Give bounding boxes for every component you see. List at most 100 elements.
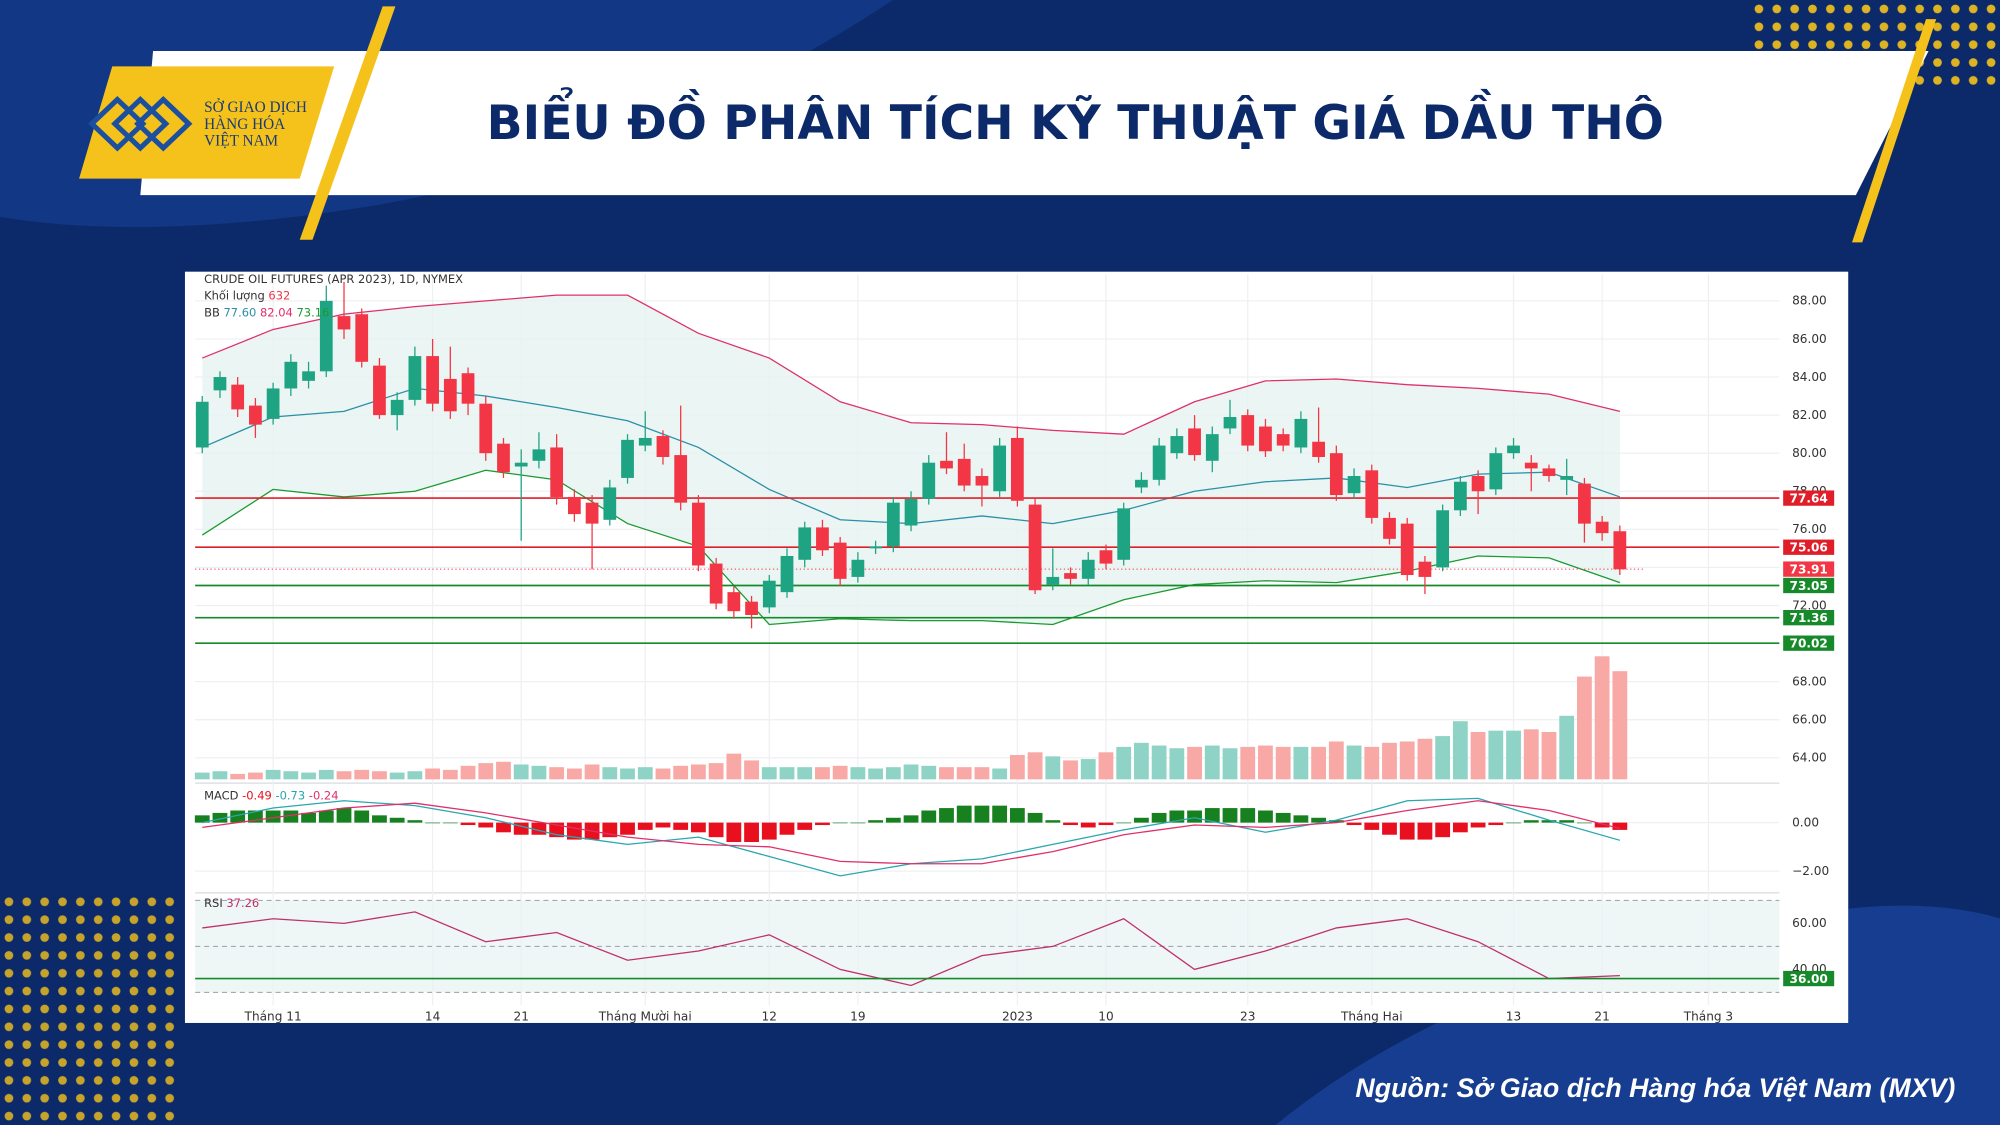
volume-bar bbox=[1240, 746, 1256, 780]
volume-bar bbox=[265, 769, 281, 780]
macd-bar bbox=[673, 822, 689, 830]
macd-bar bbox=[1151, 812, 1167, 823]
volume-bar bbox=[974, 767, 990, 780]
signal-line bbox=[202, 800, 1621, 865]
logo-box bbox=[79, 66, 335, 179]
level-marker bbox=[1783, 539, 1835, 555]
y-tick-label: 88.00 bbox=[1792, 294, 1827, 308]
candle-body bbox=[780, 555, 794, 593]
candle-body bbox=[816, 527, 829, 551]
x-tick-label: 12 bbox=[762, 1009, 777, 1023]
macd-bar bbox=[265, 810, 281, 823]
x-tick-label: Tháng 3 bbox=[1683, 1009, 1733, 1023]
legend-label: BB bbox=[204, 305, 220, 319]
macd-bar bbox=[1435, 822, 1451, 838]
legend-label: RSI bbox=[204, 896, 223, 910]
candle-body bbox=[426, 356, 439, 404]
macd-bar bbox=[1488, 822, 1504, 826]
volume-bar bbox=[620, 768, 635, 780]
candle-body bbox=[1507, 445, 1520, 454]
y-tick-label: 86.00 bbox=[1792, 332, 1827, 346]
volume-bar bbox=[1470, 732, 1486, 780]
candle-body bbox=[1418, 561, 1432, 577]
logo-icon bbox=[88, 95, 193, 152]
macd-bar bbox=[1399, 822, 1415, 840]
legend-value: 82.04 bbox=[260, 305, 293, 319]
y-tick-label: 76.00 bbox=[1792, 522, 1827, 536]
legend-value: -0.24 bbox=[309, 789, 339, 803]
volume-bar bbox=[1594, 656, 1610, 780]
volume-bar bbox=[602, 767, 618, 780]
candle-body bbox=[1117, 508, 1131, 560]
macd-bar bbox=[1098, 822, 1114, 826]
volume-bar bbox=[761, 767, 777, 780]
candle-body bbox=[1152, 445, 1166, 480]
x-tick-label: Tháng 11 bbox=[244, 1009, 302, 1023]
candle-body bbox=[656, 436, 670, 457]
volume-bar bbox=[921, 765, 937, 780]
volume-bar bbox=[1417, 738, 1433, 780]
volume-bar bbox=[212, 771, 228, 780]
stripe bbox=[299, 6, 396, 240]
candle-body bbox=[1453, 481, 1467, 511]
volume-bar bbox=[1275, 746, 1291, 780]
legend-value: 632 bbox=[268, 289, 290, 303]
candle-body bbox=[567, 496, 581, 515]
macd-bar bbox=[442, 822, 458, 824]
candle-body bbox=[1595, 521, 1609, 534]
candle-body bbox=[497, 443, 510, 473]
candle-body bbox=[940, 460, 953, 469]
level-marker bbox=[1783, 577, 1835, 594]
dots bbox=[0, 892, 179, 1125]
volume-bar bbox=[1080, 759, 1096, 780]
bb-legend: BB 77.60 82.04 73.16 bbox=[204, 305, 329, 319]
rsi-line bbox=[202, 911, 1620, 987]
volume-bar bbox=[1063, 760, 1078, 780]
candle-body bbox=[1223, 417, 1237, 429]
macd-legend: MACD -0.49 -0.73 -0.24 bbox=[204, 789, 338, 803]
volume-bar bbox=[1612, 671, 1628, 780]
macd-bar bbox=[1045, 820, 1061, 823]
macd-bar bbox=[832, 822, 848, 824]
volume-bar bbox=[301, 772, 316, 780]
macd-bar bbox=[1470, 822, 1486, 828]
volume-bar bbox=[389, 772, 405, 780]
candle-body bbox=[1329, 453, 1343, 496]
source: Nguồn: Sở Giao dịch Hàng hóa Việt Nam (M… bbox=[1355, 1073, 1955, 1103]
y-tick-label: 66.00 bbox=[1792, 713, 1827, 727]
candle-body bbox=[1188, 428, 1201, 456]
candle-body bbox=[585, 502, 599, 524]
candle-body bbox=[1241, 415, 1255, 446]
candle-body bbox=[408, 356, 422, 400]
volume-bar bbox=[815, 767, 830, 780]
candle-body bbox=[1028, 504, 1042, 591]
candle-body bbox=[479, 403, 493, 454]
price-marker bbox=[1783, 561, 1835, 577]
volume-bar bbox=[691, 764, 706, 780]
candle-body bbox=[1383, 517, 1396, 539]
candle-body bbox=[1170, 436, 1184, 454]
macd-bar bbox=[1009, 808, 1025, 823]
macd-bar bbox=[797, 822, 813, 830]
macd-bar bbox=[283, 810, 299, 823]
volume-bar bbox=[318, 769, 334, 780]
macd-bar bbox=[1258, 810, 1273, 823]
volume-bar bbox=[956, 767, 972, 780]
x-tick-label: Tháng Mười hai bbox=[598, 1009, 692, 1023]
candle-body bbox=[1436, 510, 1450, 568]
volume-bar bbox=[1169, 748, 1185, 780]
candle-body bbox=[355, 314, 369, 362]
price-label: 73.91 bbox=[1790, 563, 1828, 577]
y-tick-label: 82.00 bbox=[1792, 408, 1827, 422]
macd-bar bbox=[354, 810, 370, 823]
macd-bar bbox=[460, 822, 476, 826]
candle-body bbox=[621, 439, 634, 478]
macd-bar bbox=[1116, 822, 1132, 824]
volume-bar bbox=[1293, 746, 1309, 780]
y-tick-label: 80.00 bbox=[1792, 446, 1827, 460]
candle-body bbox=[851, 559, 865, 577]
macd-bar bbox=[921, 810, 937, 823]
macd-bar bbox=[637, 822, 653, 830]
macd-bar bbox=[1523, 820, 1539, 823]
